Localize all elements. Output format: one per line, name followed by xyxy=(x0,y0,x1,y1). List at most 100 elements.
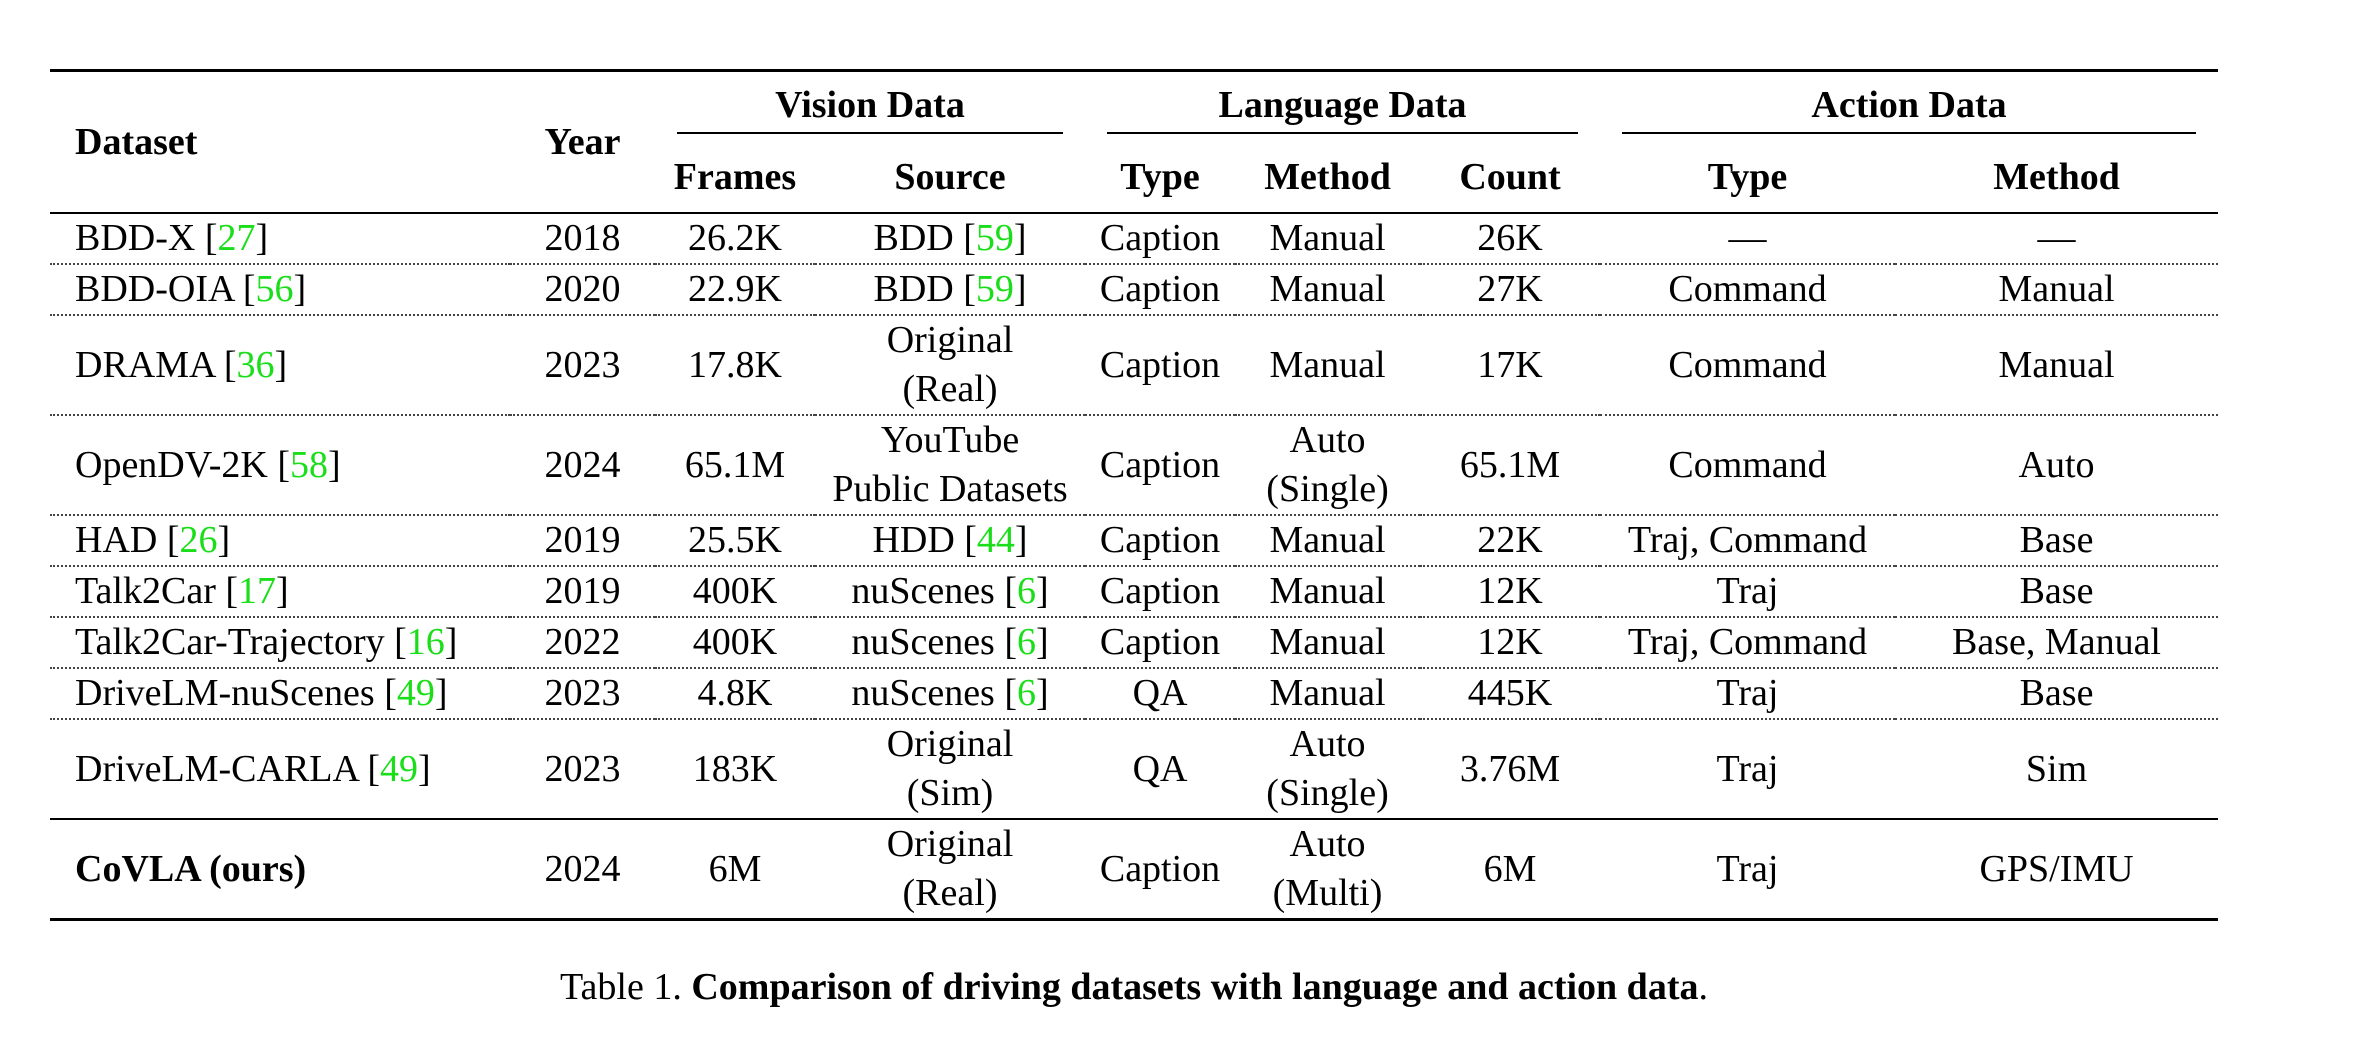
cell-dataset-name: DRAMA [36] xyxy=(50,315,510,416)
header-action-type: Type xyxy=(1707,155,1788,198)
cell-language-type: Caption xyxy=(1085,515,1236,567)
cell-action-type: Command xyxy=(1600,415,1896,516)
citation-link: 36 xyxy=(236,343,275,386)
cell-year: 2019 xyxy=(510,566,655,618)
header-frames: Frames xyxy=(673,155,797,198)
cell-language-type: Caption xyxy=(1085,315,1236,416)
dataset-name: OpenDV-2K xyxy=(75,443,268,486)
cell-dataset-name: BDD-OIA [56] xyxy=(50,264,510,316)
table-row: BDD-OIA [56] 2020 22.9K BDD [59] Caption Manu… xyxy=(50,264,2219,316)
cell-count: 445K xyxy=(1420,668,1601,720)
cell-frames: 65.1M xyxy=(655,415,815,516)
source-name: BDD xyxy=(873,268,954,310)
header-language-group: Language Data xyxy=(1085,71,1600,143)
cell-action-method: Base xyxy=(1895,515,2219,567)
cell-language-type: QA xyxy=(1132,747,1188,790)
cell-action-method: Manual xyxy=(1895,315,2219,416)
cell-frames: 25.5K xyxy=(655,515,815,567)
language-method-line2: (Single) xyxy=(1266,772,1389,814)
cell-count: 27K xyxy=(1420,264,1601,316)
language-method: Auto xyxy=(1289,419,1366,461)
source-name: nuScenes xyxy=(851,621,995,663)
table-body: BDD-X [27] 2018 26.2K BDD [59] Caption Manual… xyxy=(50,213,2219,819)
cell-action-type: — xyxy=(1600,213,1896,265)
cell-frames: 4.8K xyxy=(655,668,815,720)
cell-dataset-name: OpenDV-2K [58] xyxy=(50,415,510,516)
cell-action-type: Command xyxy=(1600,315,1896,416)
dataset-name: BDD-OIA xyxy=(75,268,234,310)
table-row: BDD-X [27] 2018 26.2K BDD [59] Caption Manual… xyxy=(50,213,2219,265)
cell-year: 2022 xyxy=(510,617,655,669)
cell-dataset-name: DriveLM-CARLA [49] xyxy=(75,747,431,790)
citation-link: 16 xyxy=(406,621,445,663)
citation-link: 26 xyxy=(179,519,218,561)
cell-source: nuScenes [6] xyxy=(815,617,1086,669)
cell-language-method: Manual xyxy=(1235,566,1421,618)
table-row: DriveLM-CARLA [49] 2023 183K Original (Sim) Q… xyxy=(50,719,2218,819)
cell-language-method: Manual xyxy=(1235,668,1421,720)
header-source: Source xyxy=(894,155,1006,198)
cell-year: 2023 xyxy=(510,668,655,720)
cell-frames: 17.8K xyxy=(655,315,815,416)
cell-source: BDD [59] xyxy=(815,264,1086,316)
cell-year: 2020 xyxy=(510,264,655,316)
citation-link: 49 xyxy=(380,747,419,790)
cell-language-type: Caption xyxy=(1085,264,1236,316)
source-name: YouTube xyxy=(880,419,1020,461)
cell-year: 2019 xyxy=(510,515,655,567)
comparison-table: Dataset Year Vision Data Language Data A… xyxy=(50,69,2219,921)
cell-count: 26K xyxy=(1420,213,1601,265)
citation-link: 58 xyxy=(289,443,328,486)
dataset-name: Talk2Car-Trajectory xyxy=(75,621,385,663)
header-action-group: Action Data xyxy=(1600,71,2218,143)
table-row: Talk2Car-Trajectory [16] 2022 400K nuScenes… xyxy=(50,617,2219,669)
citation-link: 59 xyxy=(975,268,1014,310)
cell-dataset-name: CoVLA (ours) xyxy=(75,847,307,890)
cell-action-type: Traj, Command xyxy=(1600,617,1896,669)
source-name: Original xyxy=(886,319,1014,361)
citation-link: 56 xyxy=(255,268,294,310)
cell-year: 2024 xyxy=(544,847,621,890)
caption-text: Comparison of driving datasets with lang… xyxy=(691,966,1699,1008)
cell-dataset-name: Talk2Car [17] xyxy=(50,566,510,618)
dataset-name: DRAMA xyxy=(75,343,215,386)
cell-action-type: Traj xyxy=(1600,668,1896,720)
header-language-type: Type xyxy=(1120,155,1200,198)
language-method: Manual xyxy=(1269,217,1386,259)
dataset-name: Talk2Car xyxy=(75,570,216,612)
cell-count: 22K xyxy=(1420,515,1601,567)
cell-source: nuScenes [6] xyxy=(815,668,1086,720)
cell-year: 2023 xyxy=(544,747,621,790)
language-method: Manual xyxy=(1269,621,1386,663)
table-row: DriveLM-nuScenes [49] 2023 4.8K nuScenes [6… xyxy=(50,668,2219,720)
table-row-ours: CoVLA (ours) 2024 6M Original (Real) Capt… xyxy=(50,819,2219,920)
cell-source: Original (Real) xyxy=(886,823,1014,914)
cell-count: 12K xyxy=(1420,566,1601,618)
source-name-line2: (Real) xyxy=(902,368,998,410)
source-name-line2: Public Datasets xyxy=(832,468,1068,510)
language-method: Manual xyxy=(1269,570,1386,612)
source-name: Original xyxy=(886,723,1014,765)
caption-end: . xyxy=(1698,966,1708,1008)
cell-year: 2024 xyxy=(510,415,655,516)
cell-language-method: Auto (Multi) xyxy=(1272,823,1383,914)
cell-action-type: Traj xyxy=(1600,566,1896,618)
cell-language-method: Manual xyxy=(1235,617,1421,669)
cell-source: Original (Real) xyxy=(815,315,1086,416)
cell-dataset-name: HAD [26] xyxy=(50,515,510,567)
cell-action-method: — xyxy=(1895,213,2219,265)
cell-count: 65.1M xyxy=(1420,415,1601,516)
header-action-method: Method xyxy=(1993,155,2120,198)
cell-source: nuScenes [6] xyxy=(815,566,1086,618)
cell-action-method: Base xyxy=(1895,668,2219,720)
cell-frames: 400K xyxy=(655,617,815,669)
cell-count: 12K xyxy=(1420,617,1601,669)
table-ours-body: CoVLA (ours) 2024 6M Original (Real) Capt… xyxy=(50,819,2219,920)
cell-source: Original (Sim) xyxy=(815,719,1085,819)
citation-link: 6 xyxy=(1017,570,1037,612)
language-method: Manual xyxy=(1269,268,1386,310)
cell-action-method: GPS/IMU xyxy=(1979,847,2134,890)
cell-language-type: Caption xyxy=(1085,617,1236,669)
cell-count: 3.76M xyxy=(1459,747,1561,790)
header-year: Year xyxy=(510,70,655,214)
